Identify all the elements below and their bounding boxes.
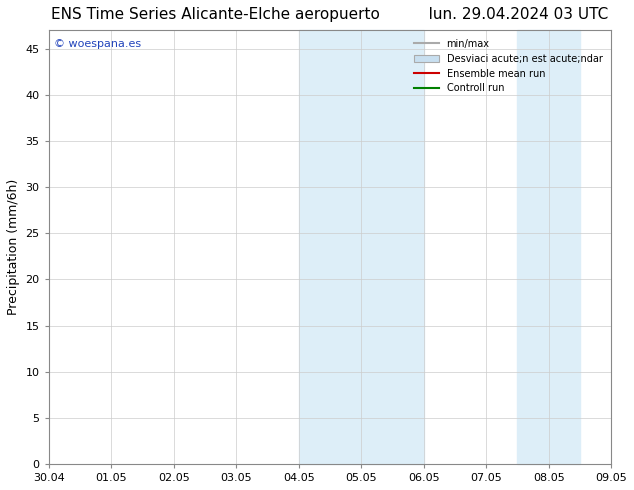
Y-axis label: Precipitation (mm/6h): Precipitation (mm/6h) — [7, 179, 20, 315]
Text: © woespana.es: © woespana.es — [55, 39, 141, 49]
Bar — [299, 30, 361, 464]
Bar — [361, 30, 424, 464]
Title: ENS Time Series Alicante-Elche aeropuerto          lun. 29.04.2024 03 UTC: ENS Time Series Alicante-Elche aeropuert… — [51, 7, 609, 22]
Bar — [517, 30, 580, 464]
Legend: min/max, Desviaci acute;n est acute;ndar, Ensemble mean run, Controll run: min/max, Desviaci acute;n est acute;ndar… — [411, 35, 606, 98]
